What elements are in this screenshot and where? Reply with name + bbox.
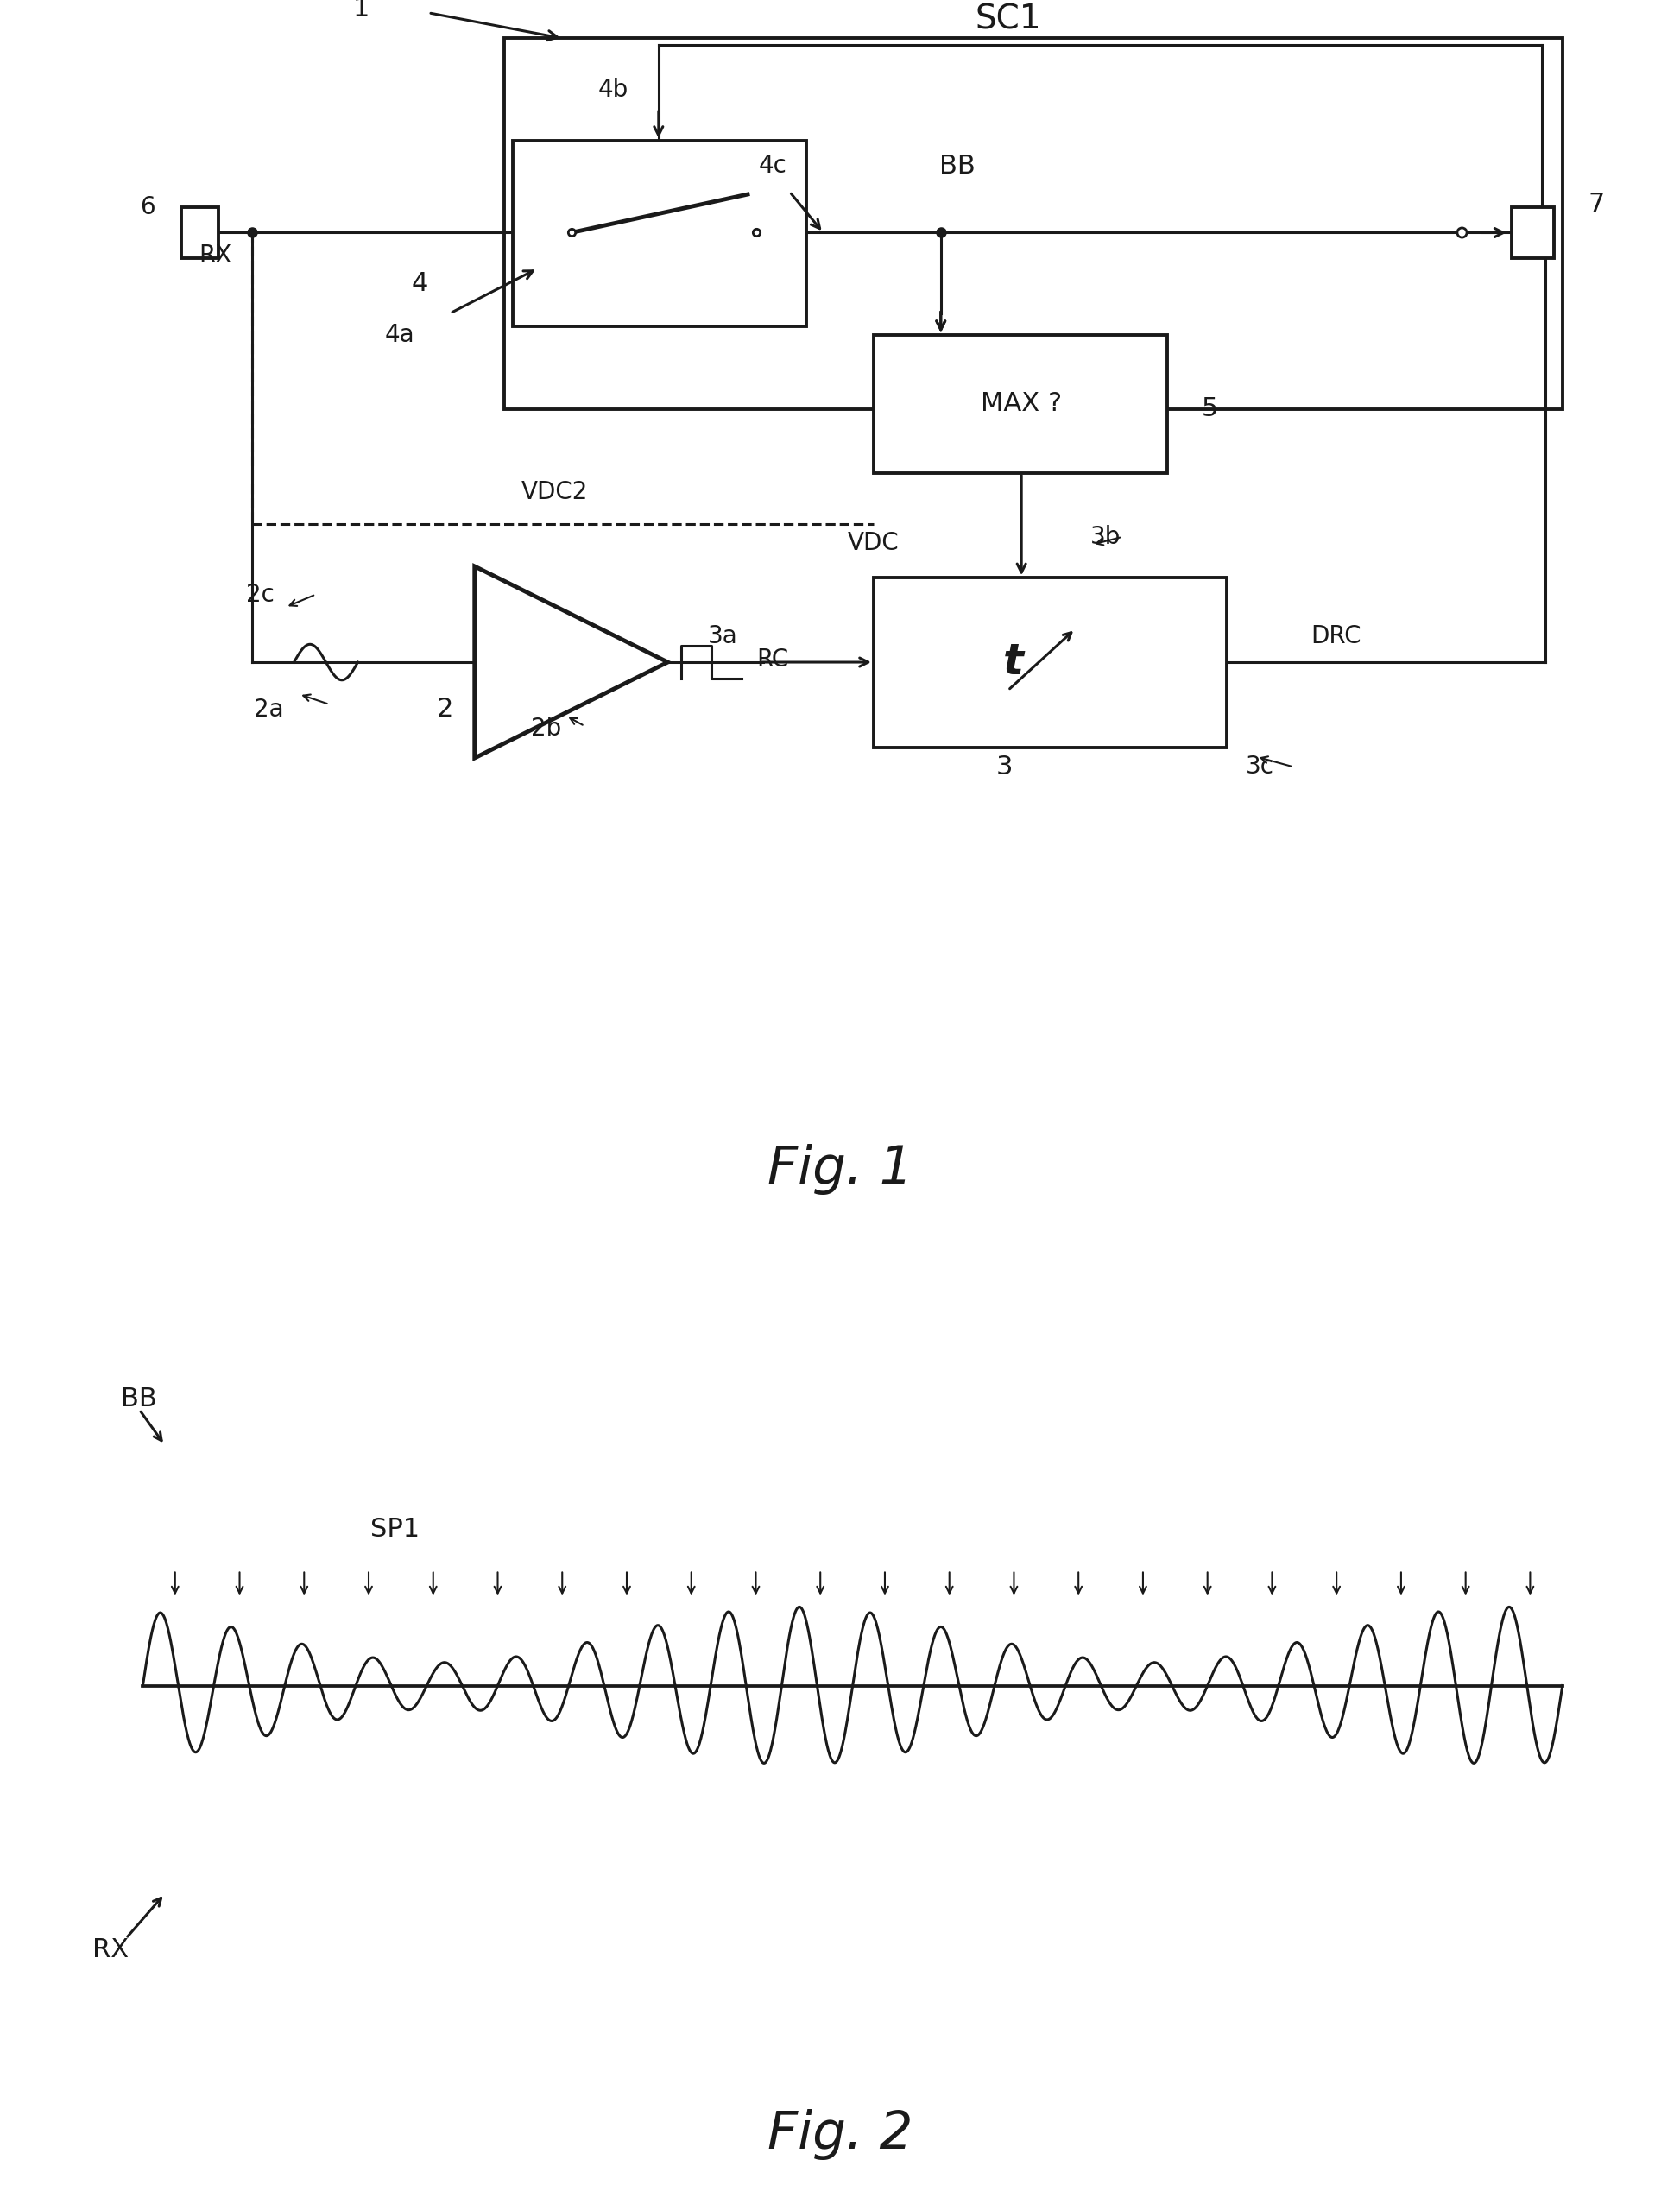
Text: 4a: 4a <box>385 322 415 346</box>
Text: MAX ?: MAX ? <box>981 392 1062 417</box>
Text: 2b: 2b <box>531 716 561 741</box>
Text: DRC: DRC <box>1310 624 1361 648</box>
Text: 4: 4 <box>412 271 428 295</box>
Bar <box>181 207 218 258</box>
Text: 2c: 2c <box>247 582 274 606</box>
Text: 1: 1 <box>353 0 370 22</box>
Text: t: t <box>1003 641 1023 683</box>
Text: SC1: SC1 <box>974 2 1042 35</box>
Text: SP1: SP1 <box>370 1516 420 1543</box>
Text: 2: 2 <box>437 696 454 723</box>
Text: RC: RC <box>756 648 790 672</box>
Text: Fig. 1: Fig. 1 <box>768 1144 912 1195</box>
Text: 6: 6 <box>139 194 156 218</box>
Bar <box>504 37 1562 410</box>
Bar <box>874 577 1226 747</box>
Text: 7: 7 <box>1588 192 1604 216</box>
Text: 5: 5 <box>1201 397 1218 421</box>
Text: 3b: 3b <box>1090 525 1121 549</box>
Text: BB: BB <box>121 1386 156 1411</box>
Text: VDC: VDC <box>848 531 899 555</box>
Text: RX: RX <box>198 245 232 267</box>
Bar <box>1512 207 1554 258</box>
Text: VDC2: VDC2 <box>521 480 588 505</box>
Text: 4b: 4b <box>598 77 628 101</box>
Text: RX: RX <box>92 1937 129 1962</box>
Text: BB: BB <box>939 154 976 179</box>
Text: 3a: 3a <box>707 624 738 648</box>
Bar <box>512 141 806 326</box>
Text: Fig. 2: Fig. 2 <box>768 2109 912 2160</box>
Text: 3c: 3c <box>1247 756 1273 778</box>
Text: 3: 3 <box>996 754 1013 780</box>
Text: 2a: 2a <box>254 696 284 721</box>
Text: 4c: 4c <box>759 154 786 179</box>
Bar <box>874 335 1168 474</box>
